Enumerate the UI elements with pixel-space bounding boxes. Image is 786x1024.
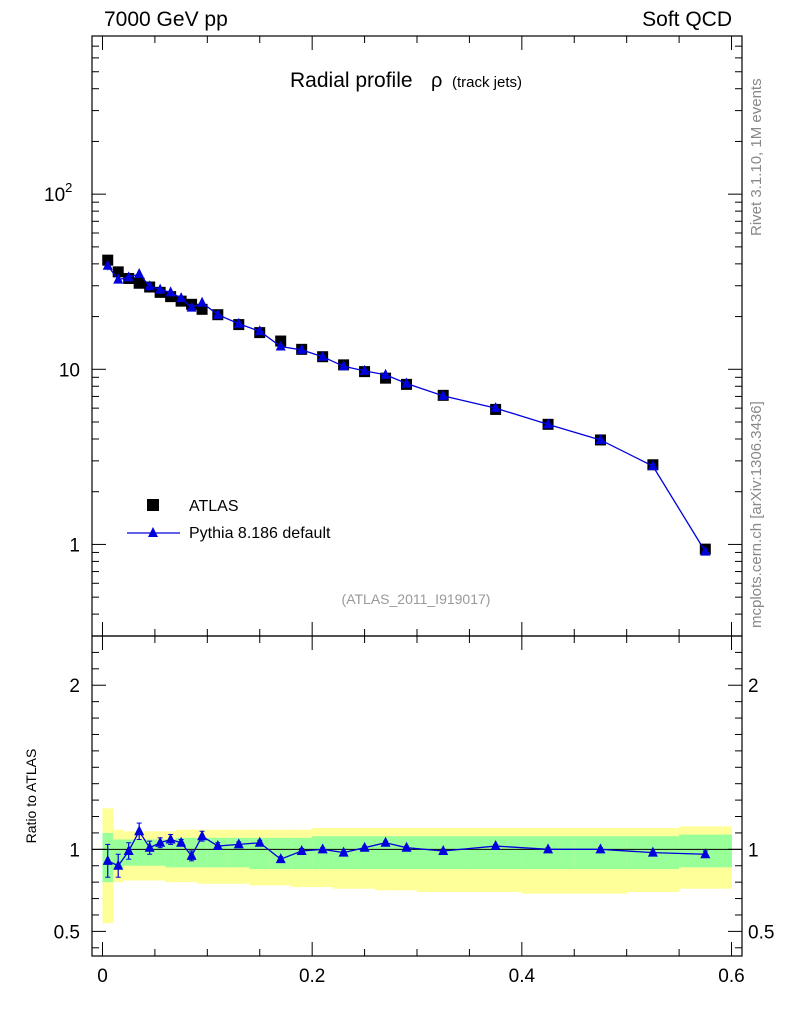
pythia-data-point <box>197 296 208 307</box>
pythia-data-point <box>317 350 328 361</box>
ratio-panel-frame <box>91 635 743 957</box>
pythia-data-point <box>438 389 449 400</box>
ratio-data-point <box>338 846 349 857</box>
atlas-data-point <box>112 266 124 278</box>
chart-title-suffix: (track jets) <box>452 74 522 91</box>
pythia-data-point <box>155 283 166 294</box>
ratio-inner-band <box>249 837 271 870</box>
ratio-data-point <box>165 833 176 844</box>
header-left: 7000 GeV pp <box>104 8 228 31</box>
pythia-data-point <box>123 271 134 282</box>
ratio-axis-label: Ratio to ATLAS <box>23 749 39 844</box>
ratio-data-point <box>380 836 391 847</box>
ratio-data-point <box>197 830 208 841</box>
ratio-data-point <box>113 859 124 870</box>
ratio-tick-label-right: 0.5 <box>748 922 774 943</box>
ratio-data-point <box>123 844 134 855</box>
ratio-data-point <box>543 843 554 854</box>
ratio-data-point <box>176 836 187 847</box>
ratio-data-point <box>438 844 449 855</box>
pythia-data-point <box>700 545 711 556</box>
atlas-data-point <box>133 277 145 289</box>
pythia-data-point <box>212 308 223 319</box>
pythia-data-point <box>359 364 370 375</box>
main-panel-frame <box>91 35 743 637</box>
pythia-data-point <box>134 268 145 279</box>
ratio-inner-band <box>396 836 418 870</box>
axis-ticks <box>92 35 742 956</box>
pythia-data-point <box>275 340 286 351</box>
y-tick-label: 10 <box>59 360 80 381</box>
pythia-data-point <box>144 280 155 291</box>
pythia-data-point <box>113 273 124 284</box>
ratio-tick-label-right: 2 <box>748 676 759 697</box>
ratio-data-point <box>186 849 197 860</box>
ratio-inner-band <box>354 836 376 870</box>
ratio-data-point <box>647 846 658 857</box>
pythia-data-point <box>647 460 658 471</box>
ratio-data-point <box>401 841 412 852</box>
ratio-data-point <box>275 853 286 864</box>
axis-tick-labels: 0 0.2 0.4 0.6 1 10 102 0.5 0.5 1 1 2 2 <box>44 180 774 987</box>
pythia-data-point <box>296 343 307 354</box>
ratio-tick-label-right: 1 <box>748 840 759 861</box>
legend: ATLAS Pythia 8.186 default <box>127 498 331 542</box>
main-series-layer <box>102 254 711 556</box>
pythia-data-point <box>543 418 554 429</box>
y-tick-label: 102 <box>44 180 72 206</box>
ratio-inner-band <box>154 839 166 866</box>
legend-pythia-marker <box>148 527 158 537</box>
legend-pythia-label: Pythia 8.186 default <box>189 525 331 542</box>
ratio-tick-label-left: 1 <box>69 840 80 861</box>
header-right: Soft QCD <box>642 8 732 31</box>
ratio-data-point <box>134 825 145 836</box>
pythia-data-point <box>233 317 244 328</box>
ratio-data-point <box>490 840 501 851</box>
atlas-data-point <box>165 291 177 303</box>
analysis-tag: (ATLAS_2011_I919017) <box>342 591 491 607</box>
ratio-data-point <box>144 841 155 852</box>
pythia-data-point <box>595 433 606 444</box>
ratio-inner-band <box>270 837 292 870</box>
ratio-data-point <box>359 841 370 852</box>
x-tick-label: 0 <box>97 966 108 987</box>
ratio-data-point <box>296 844 307 855</box>
chart-title: Radial profile <box>290 69 413 92</box>
x-tick-label: 0.6 <box>718 966 744 987</box>
ratio-inner-band <box>196 837 208 868</box>
atlas-data-point <box>196 303 208 315</box>
pythia-data-point <box>380 368 391 379</box>
ratio-inner-band <box>165 839 177 868</box>
pythia-data-point <box>401 377 412 388</box>
pythia-data-point <box>165 286 176 297</box>
ratio-tick-label-left: 2 <box>69 676 80 697</box>
pythia-data-point <box>254 325 265 336</box>
pythia-data-point <box>186 301 197 312</box>
ratio-data-point <box>155 836 166 847</box>
ratio-data-point <box>212 840 223 851</box>
ratio-data-point <box>595 843 606 854</box>
ratio-data-point <box>102 854 113 865</box>
ratio-uncertainty-bands <box>102 808 732 924</box>
ratio-inner-band <box>133 839 145 866</box>
ratio-inner-band <box>175 837 187 868</box>
legend-atlas-marker <box>147 499 159 511</box>
ratio-series-layer <box>102 822 711 878</box>
ratio-data-point <box>233 838 244 849</box>
pythia-data-point <box>102 259 113 270</box>
pythia-data-point <box>338 360 349 371</box>
ratio-data-point <box>254 836 265 847</box>
y-tick-label-exponent: 2 <box>65 180 72 195</box>
ratio-data-point <box>700 848 711 859</box>
pythia-data-point <box>490 402 501 413</box>
ratio-data-point <box>317 843 328 854</box>
x-tick-label: 0.4 <box>509 966 536 987</box>
x-tick-label: 0.2 <box>299 966 325 987</box>
y-tick-label: 1 <box>69 535 80 556</box>
chart-title-symbol: ρ <box>431 70 442 92</box>
ratio-tick-label-left: 0.5 <box>54 922 80 943</box>
legend-atlas-label: ATLAS <box>189 498 239 515</box>
pythia-data-point <box>176 292 187 303</box>
